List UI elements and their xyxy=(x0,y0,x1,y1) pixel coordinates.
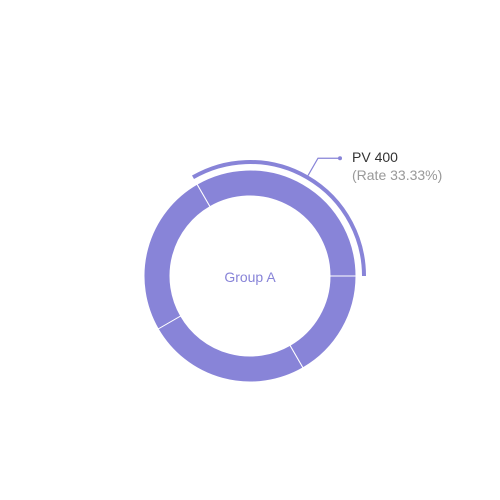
donut-slice-group-b[interactable] xyxy=(143,183,211,330)
donut-slice-group-a[interactable] xyxy=(196,169,357,277)
donut-slices xyxy=(143,169,357,383)
active-slice-outer-arc xyxy=(192,160,366,277)
center-label: Group A xyxy=(224,269,276,285)
active-slice-leader-dot xyxy=(338,156,342,161)
donut-slice-group-d[interactable] xyxy=(289,275,357,369)
donut-slice-group-c[interactable] xyxy=(157,315,304,383)
active-slice-rate-label: (Rate 33.33%) xyxy=(352,167,442,183)
active-slice-value-label: PV 400 xyxy=(352,149,398,165)
active-slice-leader-line xyxy=(307,157,340,176)
